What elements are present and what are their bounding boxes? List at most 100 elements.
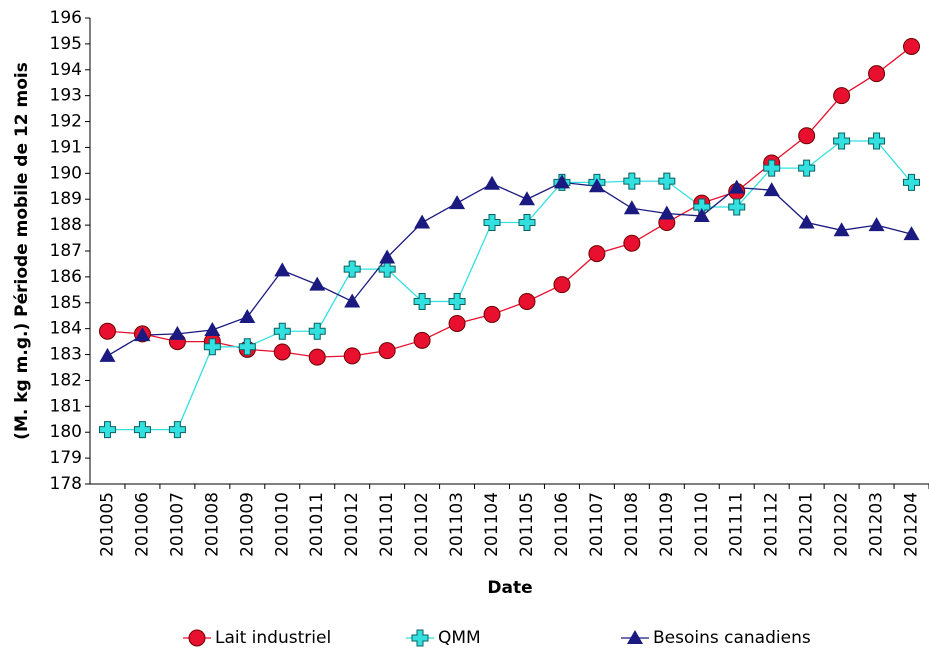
data-point — [239, 309, 256, 324]
x-tick-label: 201109 — [657, 492, 677, 557]
x-tick-label: 201105 — [517, 492, 537, 557]
data-point — [483, 305, 501, 323]
x-axis-label: Date — [487, 578, 532, 598]
data-point — [448, 314, 466, 332]
data-point — [518, 191, 535, 206]
x-tick-label: 201108 — [622, 492, 642, 557]
data-point — [343, 260, 361, 278]
y-tick-label: 181 — [50, 396, 82, 416]
data-point — [169, 325, 186, 340]
legend-label: QMM — [438, 628, 481, 648]
data-point — [134, 327, 151, 342]
legend-marker — [411, 629, 429, 647]
data-point — [378, 260, 396, 278]
y-tick-label: 187 — [50, 241, 82, 261]
data-point — [833, 222, 850, 237]
data-point — [98, 421, 116, 439]
y-tick-label: 194 — [50, 60, 82, 80]
data-point — [798, 127, 816, 145]
data-point — [518, 214, 536, 232]
data-point — [203, 338, 221, 356]
data-point — [868, 132, 886, 150]
series-line — [107, 181, 912, 357]
y-tick-label: 182 — [50, 370, 82, 390]
data-point — [484, 175, 501, 190]
y-tick-label: 192 — [50, 112, 82, 132]
data-point — [868, 217, 885, 232]
x-tick-label: 201008 — [202, 492, 222, 557]
y-tick-label: 195 — [50, 34, 82, 54]
data-point — [414, 214, 431, 229]
data-point — [693, 208, 710, 223]
x-tick-label: 201010 — [272, 492, 292, 557]
data-point — [309, 276, 326, 291]
data-point — [238, 338, 256, 356]
data-point — [553, 174, 570, 189]
x-tick-label: 201201 — [797, 492, 817, 557]
legend-label: Besoins canadiens — [653, 628, 811, 648]
x-tick-label: 201101 — [377, 492, 397, 557]
x-tick-label: 201202 — [832, 492, 852, 557]
data-point — [343, 347, 361, 365]
data-point — [273, 322, 291, 340]
data-point — [168, 421, 186, 439]
data-point — [588, 178, 605, 193]
data-point — [623, 172, 641, 190]
data-point — [798, 214, 815, 229]
data-point — [553, 276, 571, 294]
x-tick-label: 201005 — [97, 492, 117, 557]
x-tick-label: 201110 — [692, 492, 712, 557]
data-point — [99, 347, 116, 362]
data-point — [448, 292, 466, 310]
y-tick-label: 178 — [50, 474, 82, 494]
x-tick-label: 201102 — [412, 492, 432, 557]
data-point — [658, 172, 676, 190]
x-tick-label: 201006 — [132, 492, 152, 557]
y-tick-label: 179 — [50, 448, 82, 468]
x-tick-label: 201111 — [727, 492, 747, 557]
data-point — [658, 205, 675, 220]
y-axis-label: (M. kg m.g.) Période mobile de 12 mois — [12, 62, 32, 440]
data-point — [133, 421, 151, 439]
data-point — [274, 262, 291, 277]
data-point — [903, 173, 921, 191]
x-tick-label: 201112 — [762, 492, 782, 557]
data-point — [623, 234, 641, 252]
data-point — [483, 214, 501, 232]
y-tick-label: 188 — [50, 215, 82, 235]
data-point — [763, 182, 780, 197]
x-tick-label: 201106 — [552, 492, 572, 557]
x-tick-label: 201107 — [587, 492, 607, 557]
data-point — [798, 159, 816, 177]
data-point — [833, 87, 851, 105]
data-point — [833, 132, 851, 150]
y-tick-label: 180 — [50, 422, 82, 442]
x-tick-label: 201011 — [307, 492, 327, 557]
series-line — [107, 45, 912, 358]
legend-marker — [627, 630, 643, 644]
x-tick-label: 201104 — [482, 492, 502, 557]
series-line — [107, 140, 913, 431]
data-point — [308, 348, 326, 366]
y-tick-label: 189 — [50, 189, 82, 209]
x-tick-label: 201203 — [867, 492, 887, 557]
legend-marker — [188, 629, 206, 647]
data-point — [763, 159, 781, 177]
data-point — [273, 343, 291, 361]
data-point — [308, 322, 326, 340]
y-tick-label: 186 — [50, 267, 82, 287]
y-tick-label: 190 — [50, 163, 82, 183]
data-point — [518, 292, 536, 310]
data-point — [449, 195, 466, 210]
y-tick-label: 191 — [50, 137, 82, 157]
data-point — [379, 249, 396, 264]
y-tick-label: 184 — [50, 319, 82, 339]
x-tick-label: 201204 — [902, 492, 922, 557]
data-point — [728, 179, 745, 194]
data-point — [588, 245, 606, 263]
x-tick-label: 201009 — [237, 492, 257, 557]
y-tick-label: 185 — [50, 293, 82, 313]
data-point — [344, 293, 361, 308]
data-point — [204, 321, 221, 336]
